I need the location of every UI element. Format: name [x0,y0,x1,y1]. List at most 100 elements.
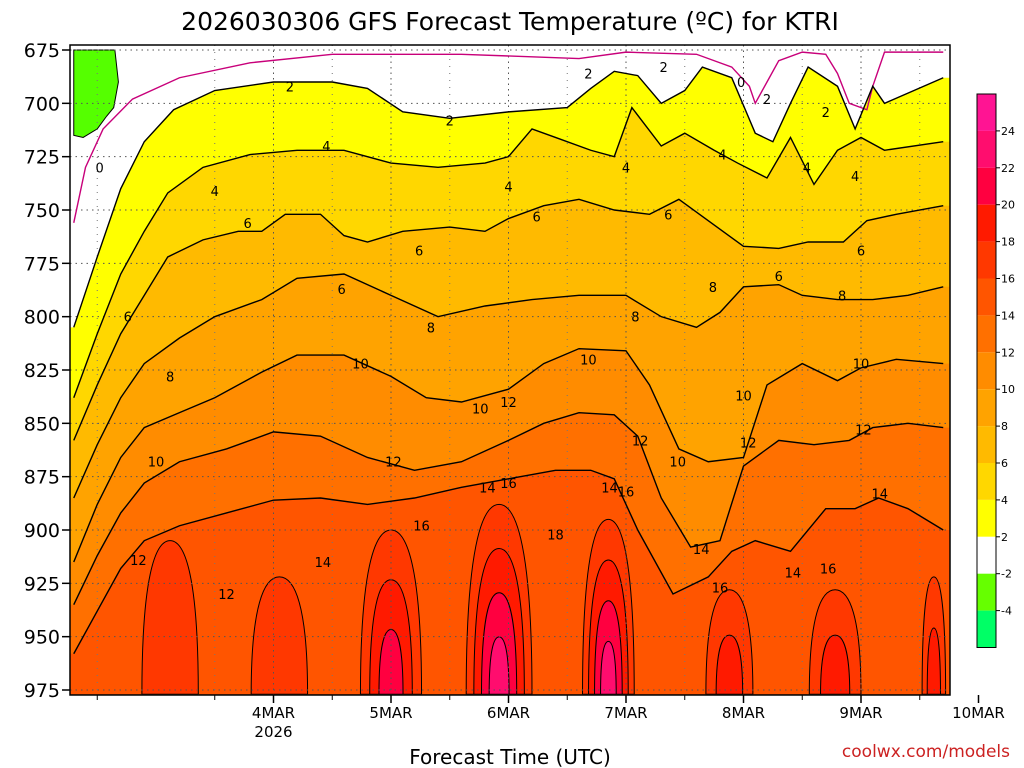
x-tick-label: 10MAR [952,704,1005,722]
isotherm-6 [73,198,944,441]
warm-core-7-18 [926,627,941,695]
isotherm-4 [73,106,944,398]
isotherm-2 [73,66,944,328]
x-tick-label: 4MAR [252,704,295,722]
contour-label: 8 [838,289,846,304]
colorbar-tick-label: 22 [1001,162,1015,175]
contour-label: 6 [857,245,865,260]
colorbar-swatch [977,241,996,279]
x-axis-label: Forecast Time (UTC) [409,745,611,768]
colorbar-swatch [977,352,996,390]
warm-core-5-18 [715,634,744,695]
y-tick-label: 725 [24,147,60,169]
colorbar-tick-label: -4 [1001,605,1012,618]
y-tick-label: 875 [24,467,60,489]
isotherm-10 [73,347,944,563]
warm-core-4-22 [600,640,617,695]
contour-label: 4 [211,185,219,200]
colorbar-swatch [977,130,996,168]
contour-label: 8 [709,281,717,296]
y-tick-label: 675 [24,40,60,62]
colorbar-swatch [977,426,996,463]
contour-label: 2 [584,67,592,82]
colorbar-tick-label: 14 [1001,309,1015,322]
y-tick-label: 800 [24,307,60,329]
contour-label: 12 [385,456,402,471]
colorbar-swatch [977,536,996,574]
contour-label: 10 [853,358,870,373]
y-tick-label: 900 [24,520,60,542]
contour-label: 12 [500,396,517,411]
contour-label: 10 [352,358,369,373]
colorbar-tick-label: -2 [1001,568,1012,581]
x-tick-label: 5MAR [369,704,412,722]
isotherm-12 [73,411,944,605]
colorbar-frame [976,93,997,648]
x-tick-label: 7MAR [604,704,647,722]
contour-label: 16 [618,486,635,501]
y-tick-label: 975 [24,680,60,702]
contour-label: 8 [631,311,639,326]
x-tick-label: 9MAR [839,704,882,722]
contour-label: 16 [712,582,729,597]
y-tick-label: 775 [24,253,60,275]
colorbar-tick-label: 24 [1001,125,1015,138]
warm-core-6-18 [820,634,851,695]
warm-core-0-16 [141,540,199,695]
colorbar-tick-label: 6 [1001,457,1008,470]
colorbar-swatch [977,499,996,537]
contour-label: 6 [775,270,783,285]
y-tick-label: 750 [24,200,60,222]
contour-label: 6 [124,311,132,326]
contour-label: 6 [533,210,541,225]
contour-label: 12 [855,424,872,439]
x-tick-label: 6MAR [487,704,530,722]
isotherm-8 [73,273,944,499]
contour-label: 4 [851,170,859,185]
contour-label: 4 [622,161,630,176]
contour-label: 12 [740,437,757,452]
contour-label: 2 [286,80,294,95]
contour-label: 18 [547,528,564,543]
contour-label: 12 [218,588,235,603]
contour-label: 6 [664,208,672,223]
x-tick-label: 8MAR [722,704,765,722]
colorbar: 24 22 20 18 16 14 12 10 8 6 4 2 -2 -4 [976,93,1015,648]
contour-label: 10 [148,456,165,471]
contour-label: 10 [669,456,686,471]
contour-label: 8 [427,321,435,336]
contour-label: 14 [601,481,618,496]
plot-area: 0 2 2 2 2 0 2 2 4 4 4 4 4 4 4 6 6 6 6 6 6 6 6 8 8 8 8 8 10 10 10 10 10 10… [70,45,950,695]
contour-label-layer: 0 2 2 2 2 0 2 2 4 4 4 4 4 4 4 6 6 6 6 6 6 6 6 8 8 8 8 8 10 10 10 10 10 10… [95,61,888,603]
colorbar-tick-label: 12 [1001,346,1015,359]
colorbar-tick-label: 18 [1001,236,1015,249]
contour-label: 2 [446,114,454,129]
contour-label: 2 [763,93,771,108]
grid-layer [70,45,950,695]
y-tick-label: 700 [24,93,60,115]
contour-label: 12 [632,434,649,449]
contour-label: 10 [735,390,752,405]
warm-core-1-16 [250,576,309,695]
colorbar-tick-label: 16 [1001,273,1015,286]
contour-label: 16 [413,520,430,535]
isotherm-0 [73,51,944,223]
colorbar-swatch [977,610,996,648]
contour-label: 14 [693,543,710,558]
colorbar-swatch [977,463,996,500]
isotherm-14 [73,469,944,655]
credit-link[interactable]: coolwx.com/models [842,742,1010,762]
contour-label: 2 [659,61,667,76]
x-tick-sublabel: 2026 [254,723,292,741]
contour-label: 14 [479,481,496,496]
colorbar-tick-label: 2 [1001,531,1008,544]
contour-label: 8 [166,370,174,385]
contour-label: 6 [244,217,252,232]
y-tick-label: 825 [24,360,60,382]
contour-label: 16 [820,562,837,577]
contour-label: 16 [500,477,517,492]
colorbar-swatch [977,278,996,316]
contour-label: 6 [415,245,423,260]
contour-label: 14 [785,567,802,582]
